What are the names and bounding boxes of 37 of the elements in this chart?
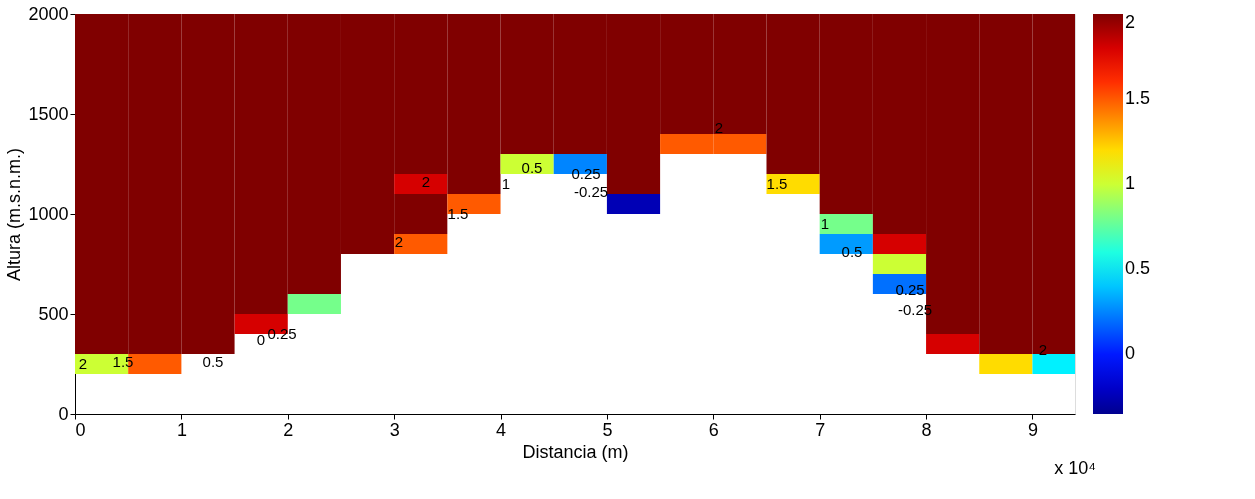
annotation: 2 — [1038, 341, 1048, 358]
y-tick-label: 500 — [38, 303, 69, 324]
annotation: 0 — [256, 331, 266, 348]
x-tick-label: 4 — [496, 419, 507, 440]
color-bar-label: 1.5 — [1125, 88, 1151, 109]
annotation: 2 — [714, 119, 724, 136]
annotation: 0.5 — [521, 159, 543, 176]
annotation: 1.5 — [447, 205, 469, 222]
x-tick-label: 6 — [708, 419, 719, 440]
x-tick-label: 5 — [602, 419, 613, 440]
color-bar-label: 0.5 — [1125, 258, 1151, 279]
annotation: 1.5 — [766, 175, 788, 192]
x-tick-label: 2 — [283, 419, 294, 440]
x-tick-label: 3 — [389, 419, 400, 440]
y-axis-title: Altura (m.s.n.m.) — [4, 147, 25, 282]
annotation: 2 — [394, 233, 404, 250]
x-tick-label: 1 — [176, 419, 187, 440]
x-tick-label: 0 — [75, 419, 86, 440]
x-tick-label: 9 — [1027, 419, 1038, 440]
annotation: 2 — [421, 173, 431, 190]
y-tick-label: 0 — [58, 403, 69, 424]
color-bar-label: 2 — [1125, 12, 1136, 32]
color-bar-label: 0 — [1125, 343, 1136, 364]
x-tick-label: 8 — [921, 419, 932, 440]
y-tick-label: 1500 — [28, 103, 69, 124]
annotation: 1 — [820, 215, 830, 232]
annotation: 0.25 — [571, 165, 601, 182]
y-tick-label: 1000 — [28, 203, 69, 224]
y-tick-label: 2000 — [28, 3, 69, 24]
x-tick-label: 7 — [815, 419, 826, 440]
annotation: 2 — [78, 355, 88, 372]
x-axis-title: Distancia (m) — [522, 441, 629, 462]
annotation: 1 — [501, 175, 511, 192]
annotation: 0.25 — [895, 281, 925, 298]
text: x 10⁴ — [1054, 458, 1096, 478]
color-bar-label: 1 — [1125, 173, 1136, 194]
annotation: 0.5 — [202, 353, 224, 370]
